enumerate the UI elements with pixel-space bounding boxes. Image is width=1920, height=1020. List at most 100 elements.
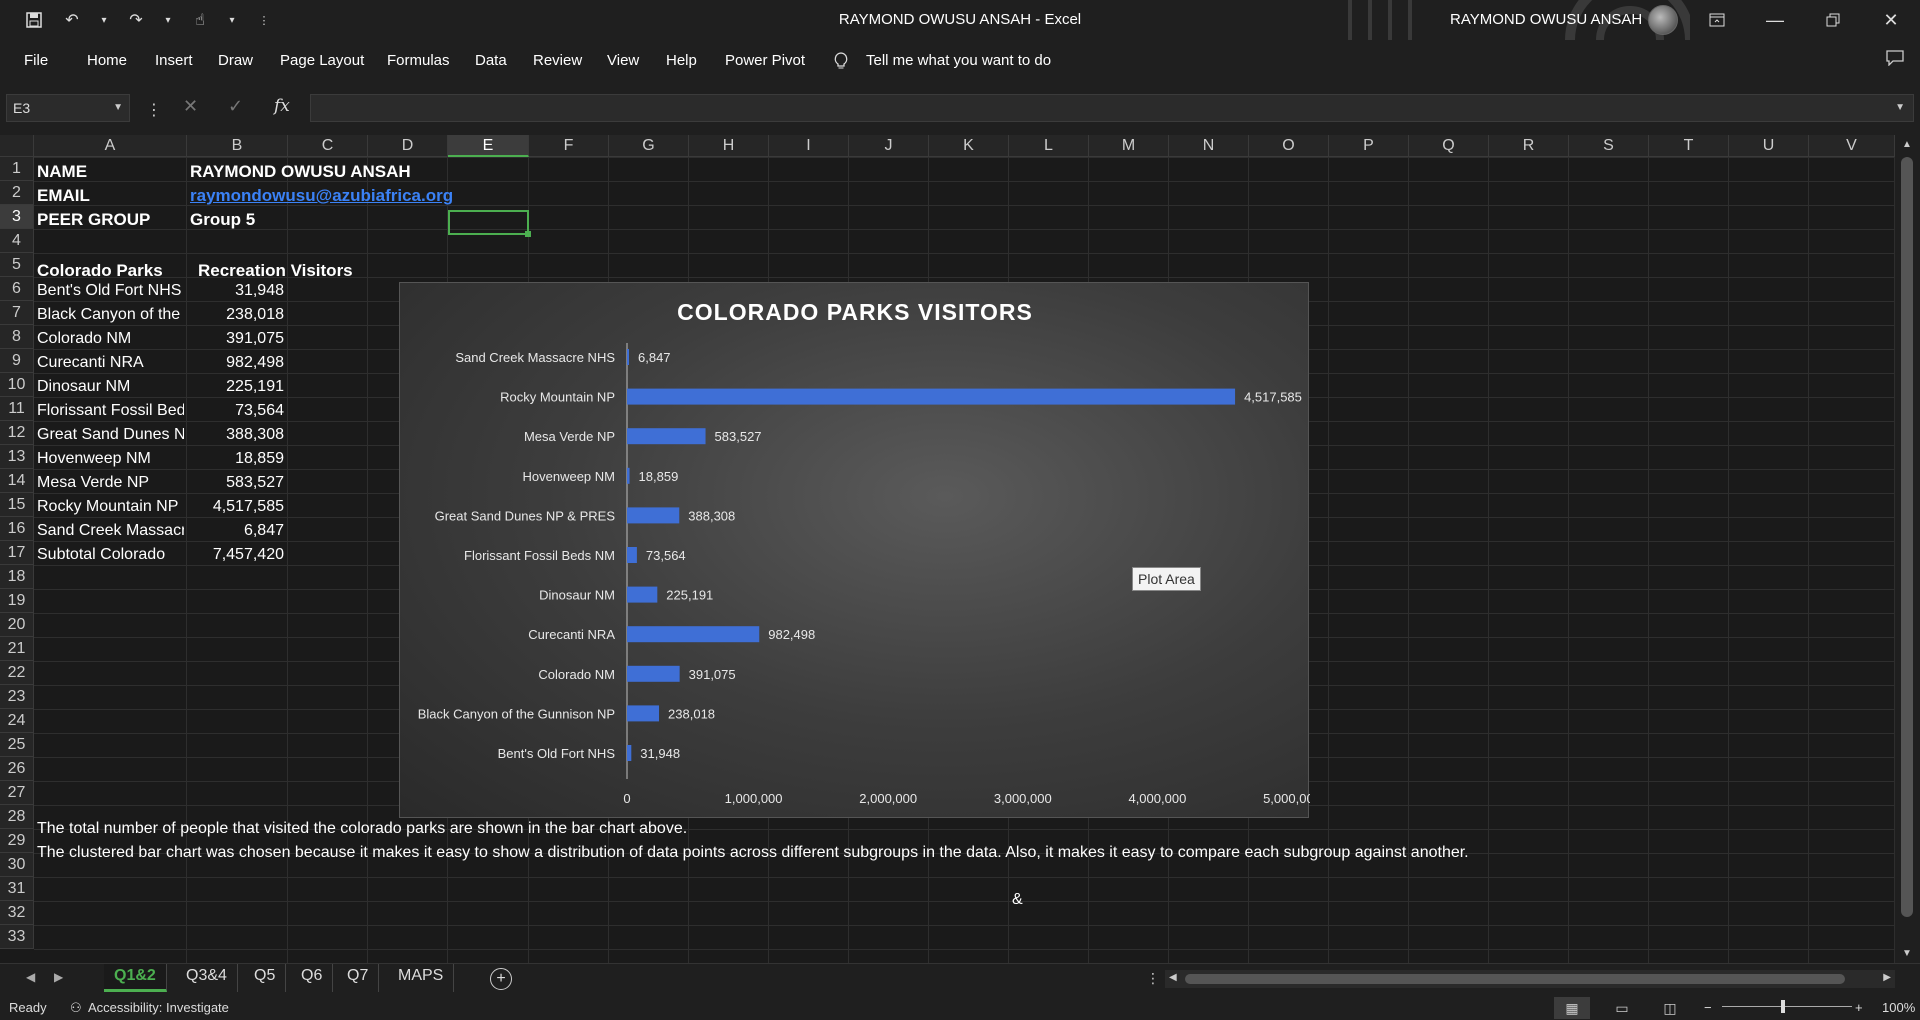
undo-icon[interactable]: ↶	[65, 12, 79, 29]
prev-sheet-icon[interactable]: ◀	[26, 970, 36, 984]
table-cell-park[interactable]: Bent's Old Fort NHS	[37, 282, 182, 299]
accessibility-status[interactable]: Accessibility: Investigate	[88, 1000, 229, 1015]
formula-input[interactable]: ▼	[310, 94, 1914, 122]
cell-k31[interactable]: &	[1012, 891, 1023, 908]
selected-cell-e3[interactable]	[448, 210, 531, 237]
normal-view-icon[interactable]: ▦	[1554, 997, 1590, 1019]
tab-draw[interactable]: Draw	[218, 52, 254, 69]
cell-a5[interactable]: Colorado Parks	[37, 261, 163, 280]
cell-a1[interactable]: NAME	[37, 162, 88, 181]
table-cell-park[interactable]: Dinosaur NM	[37, 378, 131, 395]
table-cell-park[interactable]: Florissant Fossil Beds	[37, 402, 184, 419]
table-cell-visitors[interactable]: 18,859	[235, 450, 284, 467]
column-header-f[interactable]: F	[529, 135, 609, 157]
scroll-down-icon[interactable]: ▼	[1902, 948, 1912, 959]
page-layout-view-icon[interactable]: ▭	[1615, 999, 1629, 1016]
name-box[interactable]: E3 ▼	[6, 94, 130, 122]
more-options-icon[interactable]: ⋮	[1146, 970, 1160, 986]
cell-a2[interactable]: EMAIL	[37, 186, 90, 205]
chevron-down-icon[interactable]: ▾	[229, 14, 235, 26]
column-header-o[interactable]: O	[1249, 135, 1329, 157]
table-cell-visitors[interactable]: 31,948	[235, 282, 284, 299]
row-header-27[interactable]: 27	[0, 781, 34, 805]
tab-data[interactable]: Data	[475, 52, 507, 69]
table-cell-visitors[interactable]: 7,457,420	[212, 546, 284, 563]
zoom-slider[interactable]	[1722, 1006, 1852, 1007]
ribbon-display-icon[interactable]	[1688, 0, 1746, 40]
column-header-l[interactable]: L	[1009, 135, 1089, 157]
column-header-c[interactable]: C	[288, 135, 368, 157]
cell-a28[interactable]: The total number of people that visited …	[37, 820, 688, 837]
table-cell-visitors[interactable]: 73,564	[235, 402, 284, 419]
column-header-e[interactable]: E	[448, 135, 529, 157]
sheet-tab[interactable]: Q7	[337, 964, 380, 992]
add-sheet-button[interactable]: +	[490, 968, 512, 990]
next-sheet-icon[interactable]: ▶	[54, 970, 64, 984]
tab-file[interactable]: File	[24, 52, 49, 69]
row-header-31[interactable]: 31	[0, 877, 34, 901]
column-header-m[interactable]: M	[1089, 135, 1169, 157]
row-header-12[interactable]: 12	[0, 421, 34, 445]
row-header-7[interactable]: 7	[0, 301, 34, 325]
tab-page-layout[interactable]: Page Layout	[280, 52, 365, 69]
zoom-out-icon[interactable]: −	[1704, 1000, 1712, 1015]
cell-a29[interactable]: The clustered bar chart was chosen becau…	[37, 844, 1469, 861]
sheet-tab[interactable]: Q5	[244, 964, 287, 992]
row-header-9[interactable]: 9	[0, 349, 34, 373]
avatar[interactable]	[1648, 5, 1678, 35]
lightbulb-icon[interactable]	[834, 52, 848, 74]
table-cell-park[interactable]: Hovenweep NM	[37, 450, 151, 467]
chevron-down-icon[interactable]: ▾	[165, 14, 171, 26]
column-header-b[interactable]: B	[187, 135, 288, 157]
table-cell-visitors[interactable]: 583,527	[226, 474, 284, 491]
touch-mode-icon[interactable]: ☝	[195, 12, 205, 29]
row-header-11[interactable]: 11	[0, 397, 34, 421]
table-cell-park[interactable]: Mesa Verde NP	[37, 474, 150, 491]
column-header-s[interactable]: S	[1569, 135, 1649, 157]
row-header-5[interactable]: 5	[0, 253, 34, 277]
column-header-q[interactable]: Q	[1409, 135, 1489, 157]
page-break-view-icon[interactable]: ◫	[1663, 999, 1677, 1016]
row-header-18[interactable]: 18	[0, 565, 34, 589]
column-header-t[interactable]: T	[1649, 135, 1729, 157]
restore-icon[interactable]	[1804, 0, 1862, 40]
row-header-2[interactable]: 2	[0, 181, 34, 205]
sheet-tab[interactable]: Q1&2	[104, 964, 167, 992]
table-cell-park[interactable]: Rocky Mountain NP	[37, 498, 179, 515]
scroll-left-icon[interactable]: ◀	[1169, 972, 1177, 983]
column-header-p[interactable]: P	[1329, 135, 1409, 157]
row-header-10[interactable]: 10	[0, 373, 34, 397]
cancel-icon[interactable]: ✕	[183, 96, 199, 116]
row-header-30[interactable]: 30	[0, 853, 34, 877]
column-header-d[interactable]: D	[368, 135, 448, 157]
tab-help[interactable]: Help	[666, 52, 697, 69]
select-all-corner[interactable]	[0, 135, 34, 157]
zoom-in-icon[interactable]: +	[1855, 1000, 1863, 1015]
row-header-14[interactable]: 14	[0, 469, 34, 493]
column-header-u[interactable]: U	[1729, 135, 1809, 157]
zoom-slider-thumb[interactable]	[1781, 1000, 1785, 1013]
minimize-icon[interactable]: —	[1766, 9, 1784, 30]
row-header-8[interactable]: 8	[0, 325, 34, 349]
tab-insert[interactable]: Insert	[155, 52, 193, 69]
insert-function-button[interactable]: fx	[274, 96, 290, 116]
table-cell-visitors[interactable]: 388,308	[226, 426, 284, 443]
column-header-i[interactable]: I	[769, 135, 849, 157]
row-header-29[interactable]: 29	[0, 829, 34, 853]
table-cell-park[interactable]: Black Canyon of the	[37, 306, 181, 323]
vertical-scrollbar[interactable]: ▲ ▼	[1895, 135, 1920, 963]
tab-formulas[interactable]: Formulas	[387, 52, 450, 69]
table-cell-visitors[interactable]: 391,075	[226, 330, 284, 347]
email-link[interactable]: raymondowusu@azubiafrica.org	[190, 186, 454, 205]
row-header-24[interactable]: 24	[0, 709, 34, 733]
redo-icon[interactable]: ↷	[129, 12, 143, 29]
row-header-20[interactable]: 20	[0, 613, 34, 637]
row-header-13[interactable]: 13	[0, 445, 34, 469]
table-cell-visitors[interactable]: 225,191	[226, 378, 284, 395]
tab-home[interactable]: Home	[87, 52, 128, 69]
column-header-j[interactable]: J	[849, 135, 929, 157]
tab-power-pivot[interactable]: Power Pivot	[725, 52, 806, 69]
row-header-33[interactable]: 33	[0, 925, 34, 949]
accessibility-icon[interactable]: ⚇	[70, 1000, 82, 1015]
